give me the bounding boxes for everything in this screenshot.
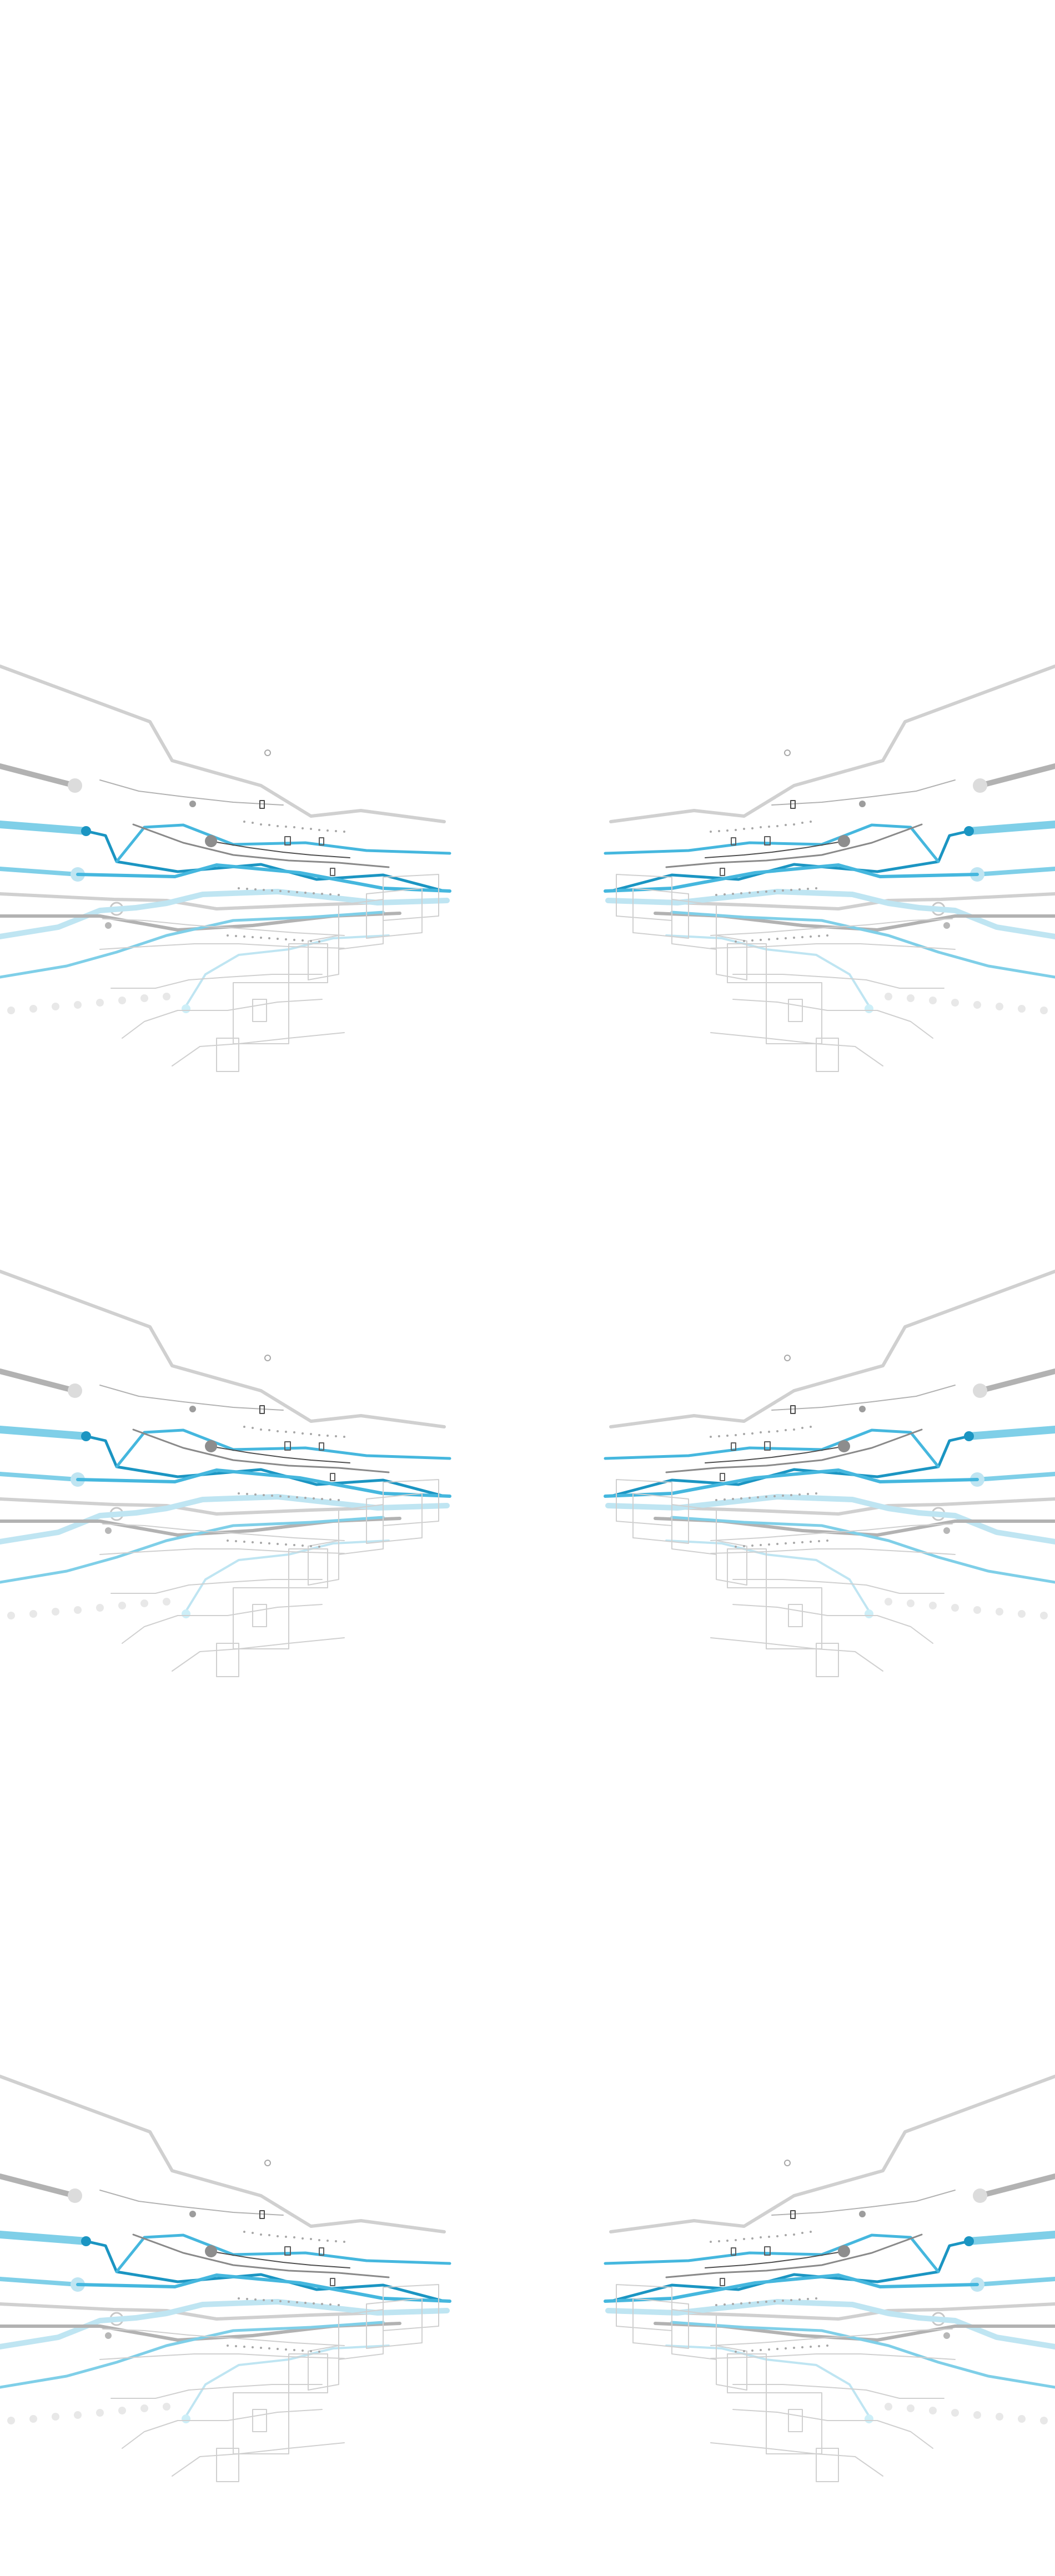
circuit-board-icon [0,665,451,1072]
circuit-board-icon [528,655,1055,1166]
circuit-graphic-right [528,1260,1055,1771]
circuit-board-icon [528,2065,1055,2576]
circuit-band-bottom [0,2065,1055,2576]
circuit-band-middle [0,1260,1055,1771]
circuit-graphic-left [0,655,528,1166]
circuit-graphic-left [0,1260,528,1771]
circuit-band-top [0,655,1055,1166]
circuit-graphic-left [0,2065,528,2576]
circuit-graphic-right [528,655,1055,1166]
circuit-board-icon [0,1260,528,1771]
circuit-board-icon [528,1260,1055,1771]
circuit-board-icon [0,2065,528,2576]
circuit-graphic-right [528,2065,1055,2576]
